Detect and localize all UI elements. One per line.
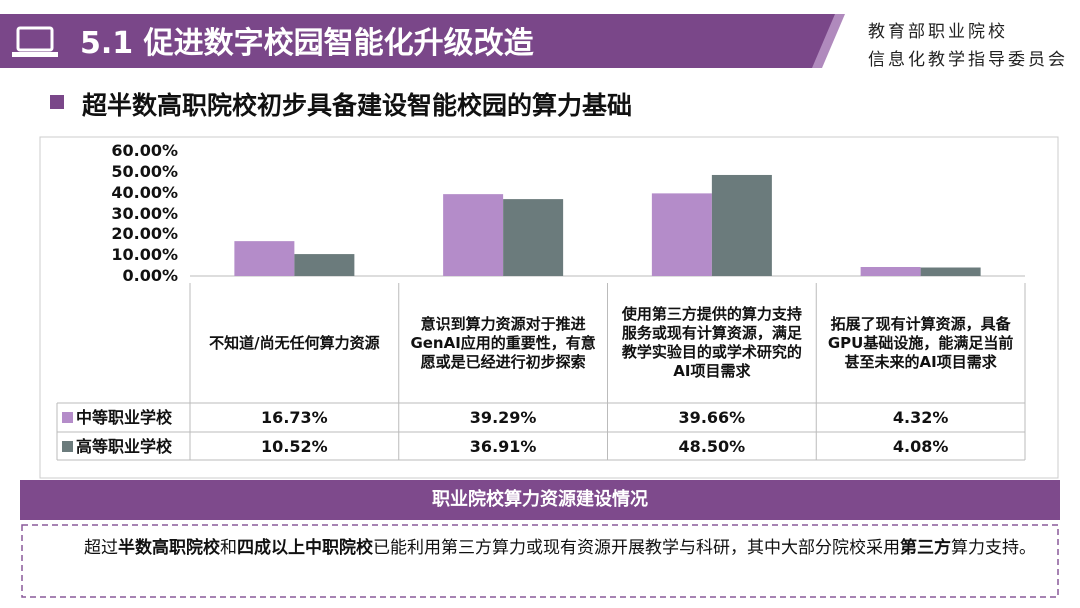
bar [503,199,564,276]
summary-text: 算力支持。 [951,538,1036,558]
value-label: 39.66% [678,408,746,427]
caption: 职业院校算力资源建设情况 [432,489,648,510]
y-tick-label: 30.00% [111,203,178,223]
plot [56,150,1026,461]
category-label: 意识到算力资源对于推进GenAI应用的重要性，有意愿或是已经进行初步探索 [410,314,596,371]
chart-frame [39,136,1059,479]
bullet [50,95,64,109]
legend-label: 中等职业学校 [76,408,173,427]
icon [12,52,58,57]
header-bar [0,14,838,68]
summary-text: 已能利用第三方算力或现有资源开展教学与科研，其中大部分院校采用 [373,538,900,558]
bar [711,174,772,276]
summary-text: 超过 [84,538,118,558]
header-stripe [812,14,845,68]
org: 教育部职业院校信息化教学指导委员会 [868,18,1068,74]
summary-text: 四成以上中职院校 [237,538,373,558]
org-line: 信息化教学指导委员会 [868,50,1068,70]
bar [651,193,712,276]
summary-text: 半数高职院校 [118,538,220,558]
y-tick-label: 20.00% [111,224,178,244]
value-label: 10.52% [261,437,328,456]
value-label: 16.73% [261,408,328,427]
legend-swatch [62,412,73,423]
y-tick-label: 10.00% [111,245,178,265]
y-tick-label: 50.00% [111,161,178,181]
org-line: 教育部职业院校 [868,22,1008,42]
value-label: 48.50% [678,437,746,456]
summary-text: 第三方 [900,538,951,558]
bar [294,254,355,276]
category-label: 拓展了现有计算资源，具备GPU基础设施，能满足当前甚至未来的AI项目需求 [827,314,1014,371]
bar [860,267,921,276]
y-tick-label: 0.00% [122,266,178,285]
title: 5.1 促进数字校园智能化升级改造 [80,26,534,61]
caption-bar [20,480,1060,520]
category-label: 使用第三方提供的算力支持服务或现有计算资源，满足教学实验目的或学术研究的AI项目… [621,305,802,380]
legend-label: 高等职业学校 [76,437,173,456]
bar [443,194,504,276]
summary-text: 和 [220,538,237,558]
y-tick-label: 60.00% [111,141,178,160]
value-label: 4.08% [892,437,949,456]
bar [920,267,981,276]
value-label: 4.32% [892,408,949,427]
icon [16,26,54,52]
value-label: 39.29% [469,408,537,427]
subtitle: 超半数高职院校初步具备建设智能校园的算力基础 [82,91,633,120]
legend-swatch [62,441,73,452]
summary: 超过半数高职院校和四成以上中职院校已能利用第三方算力或现有资源开展教学与科研，其… [48,535,1048,562]
category-label: 不知道/尚无任何算力资源 [209,333,380,352]
y-tick-label: 40.00% [111,182,178,202]
value-label: 36.91% [469,437,537,456]
bar [234,241,295,276]
summary-box [21,524,1059,598]
